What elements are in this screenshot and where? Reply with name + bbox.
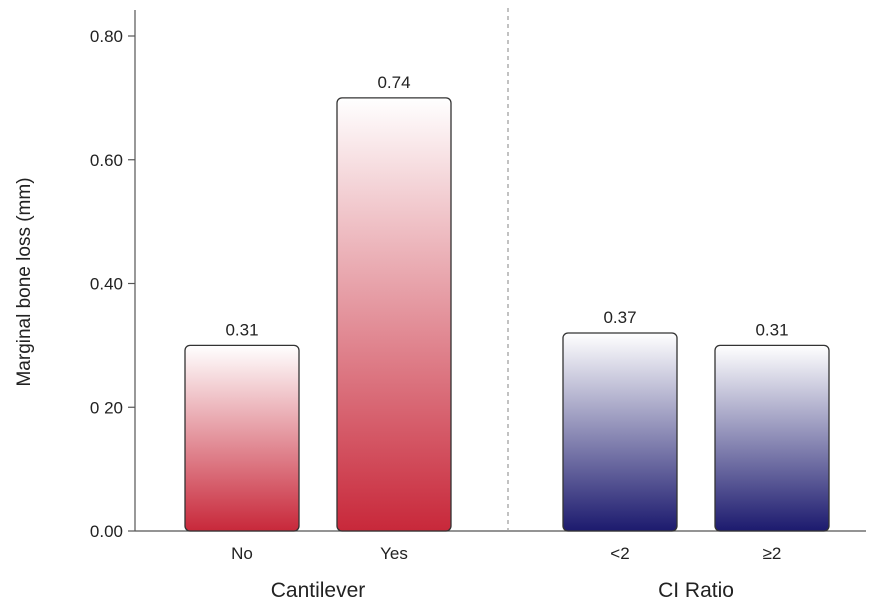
y-ticks: 0.00 0 20 0.40 0.60 0.80 xyxy=(90,27,135,541)
y-tick-label: 0.00 xyxy=(90,522,123,541)
bars: 0.31 No 0.74 Yes 0.37 <2 0.31 ≥2 xyxy=(184,73,830,563)
y-tick-label: 0.40 xyxy=(90,275,123,294)
category-label: No xyxy=(231,544,253,563)
category-label: Yes xyxy=(380,544,408,563)
bar xyxy=(336,97,452,532)
bar xyxy=(714,344,830,532)
bar xyxy=(562,332,678,532)
group-label: Cantilever xyxy=(271,579,366,602)
group-label: CI Ratio xyxy=(658,579,734,602)
bar-value-label: 0.31 xyxy=(225,320,258,339)
y-tick-label: 0 20 xyxy=(90,398,123,417)
bar xyxy=(184,344,300,532)
bar-value-label: 0.37 xyxy=(603,308,636,327)
category-label: <2 xyxy=(610,544,629,563)
y-tick-label: 0.80 xyxy=(90,27,123,46)
category-label: ≥2 xyxy=(763,544,782,563)
y-axis-title: Marginal bone loss (mm) xyxy=(14,177,35,386)
bar-value-label: 0.31 xyxy=(755,320,788,339)
y-tick-label: 0.60 xyxy=(90,151,123,170)
bar-value-label: 0.74 xyxy=(377,73,410,92)
group-labels: Cantilever CI Ratio xyxy=(271,579,734,602)
